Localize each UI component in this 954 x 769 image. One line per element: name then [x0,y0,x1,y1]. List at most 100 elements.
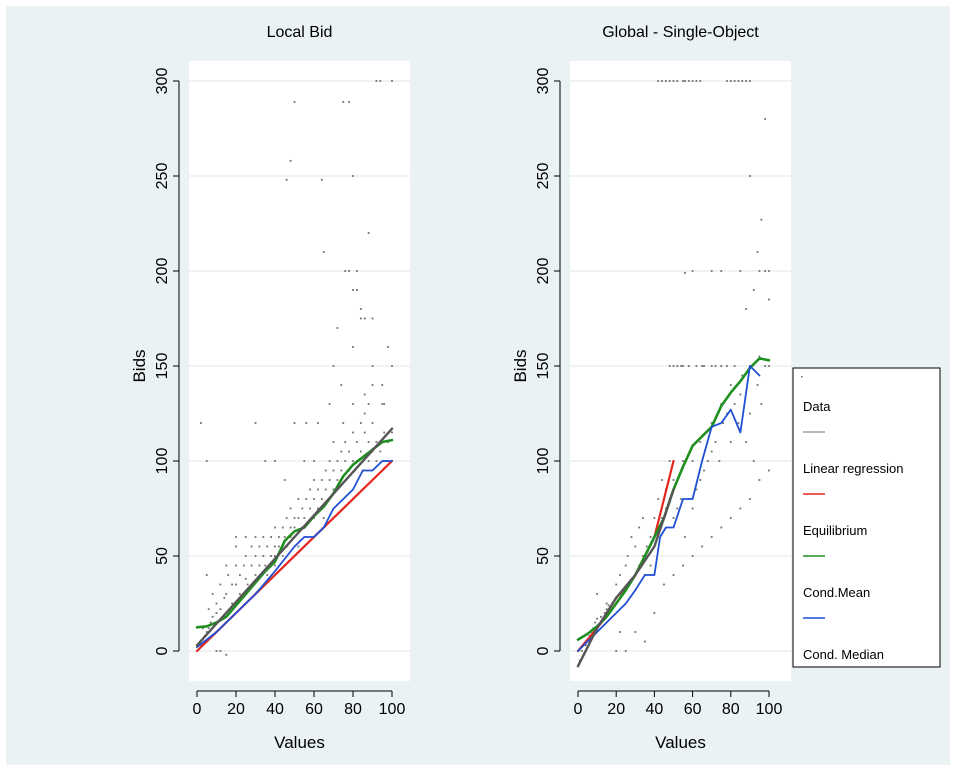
data-point [758,479,761,481]
x-tick-label: 40 [266,701,284,718]
y-tick-label: 0 [154,646,171,655]
data-point [297,498,300,500]
data-point [324,469,327,472]
data-point [710,270,713,272]
data-point [336,479,339,481]
data-point [303,460,306,462]
data-point [668,365,671,367]
data-point [764,270,767,272]
data-point [594,621,597,624]
data-point [737,422,740,424]
data-point [642,517,644,519]
y-tick-label: 50 [535,547,552,565]
data-point [718,460,721,462]
data-point [359,308,362,310]
data-point [205,574,208,576]
series-line-equilibrium [195,438,394,629]
data-point [701,365,704,367]
data-point [209,621,212,624]
data-point [624,650,627,652]
data-point [274,564,276,567]
data-point [661,80,663,82]
legend-box [792,367,941,668]
y-axis-title: Bids [130,349,149,382]
data-point [710,422,713,424]
data-point [293,526,296,529]
legend-marker [801,376,803,378]
data-point [680,498,683,500]
data-point [342,101,345,103]
data-point [344,441,347,443]
data-point [317,488,319,491]
data-point [749,80,751,82]
data-point [624,564,627,567]
data-point [764,365,767,367]
data-point [663,583,665,586]
plot-area [189,61,410,681]
data-point [684,536,686,538]
data-point [231,583,233,586]
chart-title: Local Bid [267,24,333,41]
x-tick-label: 0 [193,701,202,718]
data-point [672,80,675,82]
data-point [682,80,684,82]
data-point [649,564,652,567]
series-line-cond-median [576,488,675,668]
data-point [367,232,370,234]
data-point [642,555,644,557]
data-point [352,289,354,291]
data-point [211,615,214,618]
data-point [352,175,354,177]
data-point [239,593,241,595]
data-point [691,555,694,557]
y-tick-label: 150 [535,353,552,380]
data-point [244,555,247,557]
data-point [605,608,608,611]
data-point [254,536,257,538]
data-point [699,479,702,481]
data-point [254,422,257,424]
data-point [258,564,261,567]
data-point [328,460,331,462]
data-point [322,517,325,519]
legend-label-linear-regression: Linear regression [803,461,903,476]
data-point [219,583,222,586]
data-point [710,536,713,538]
data-point [729,517,732,519]
data-point [359,317,362,320]
data-point [626,555,629,557]
data-point [278,536,280,538]
data-point [225,564,228,567]
data-point [638,526,641,529]
data-point [278,545,280,548]
legend: Data Linear regression Equilibrium Cond.Mea… [792,367,941,668]
data-point [332,441,335,443]
data-point [607,604,610,607]
y-tick-label: 300 [154,68,171,95]
data-point [332,469,335,472]
data-point [348,270,350,272]
data-point [749,175,751,177]
data-point [706,460,709,462]
data-point [741,80,744,82]
data-point [274,526,276,529]
data-point [297,517,300,519]
data-point [371,422,374,424]
data-point [739,507,742,510]
data-point [661,479,663,481]
data-point [726,80,728,82]
data-point [363,317,366,320]
data-point [305,498,308,500]
y-tick-label: 100 [535,448,552,475]
data-point [729,80,732,82]
data-point [239,574,241,576]
y-tick-label: 300 [535,68,552,95]
data-point [367,403,370,405]
data-point [262,555,265,557]
data-point [281,526,284,529]
data-point [729,384,732,386]
data-point [371,317,374,320]
data-point [336,327,339,329]
data-point [231,602,233,605]
data-point [676,507,679,510]
